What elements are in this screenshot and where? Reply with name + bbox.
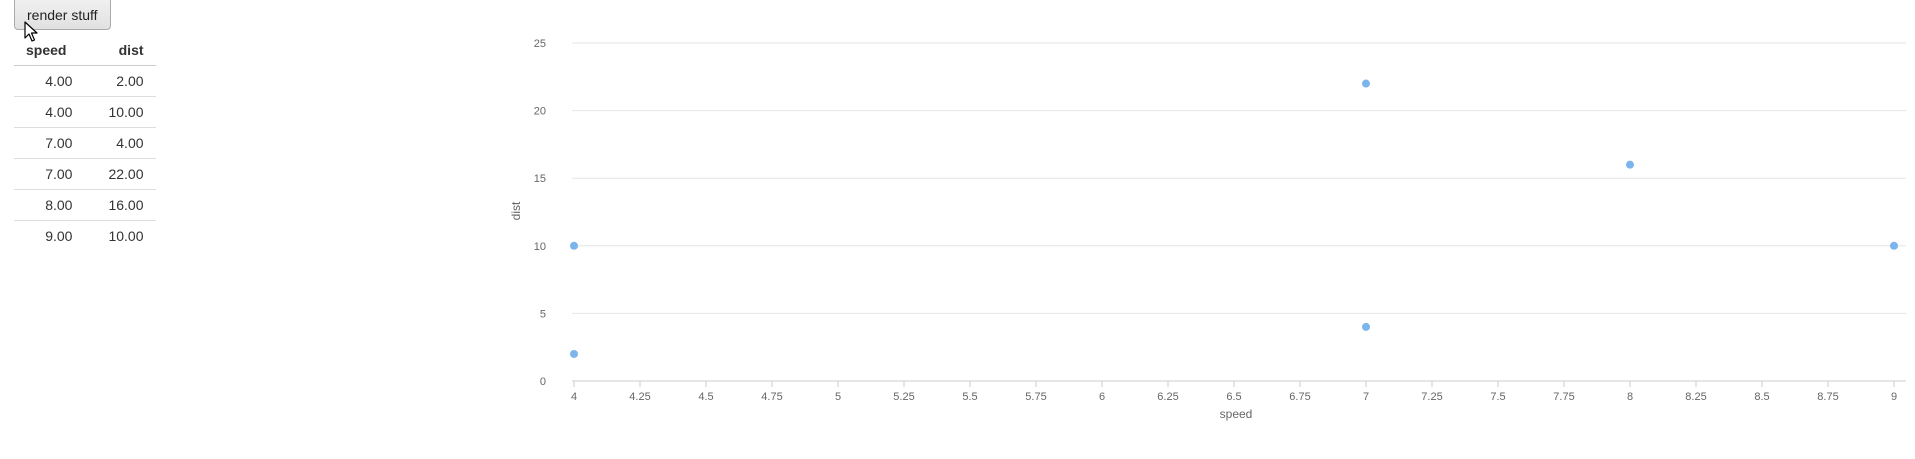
grid-layer [572, 42, 1906, 382]
table-row: 4.00 2.00 [14, 65, 156, 97]
x-tick-label: 9 [1891, 391, 1897, 403]
table-row: 7.00 4.00 [14, 127, 156, 159]
x-tick-label: 7.25 [1421, 391, 1442, 403]
axis-layer: 0 5 10 15 20 25 4 4.25 4.5 4.75 5 5.25 5.5 5.75 6 6.25 6… [534, 38, 1897, 403]
table-cell-speed: 4.00 [14, 65, 85, 97]
data-point [570, 241, 578, 250]
x-tick-label: 8.75 [1817, 391, 1838, 403]
table-cell-dist: 10.00 [84, 96, 156, 128]
y-tick-label: 25 [534, 38, 546, 50]
x-tick-label: 5.75 [1025, 391, 1046, 403]
y-tick-label: 0 [540, 376, 546, 388]
table-row: 9.00 10.00 [14, 221, 156, 252]
data-point [1362, 322, 1370, 331]
table-row: 7.00 22.00 [14, 158, 156, 190]
x-tick-label: 6 [1099, 391, 1105, 403]
x-tick-label: 5.5 [962, 391, 977, 403]
data-table: speed dist 4.00 2.00 4.00 10.00 7.00 4.0… [14, 34, 156, 251]
table-row: 4.00 10.00 [14, 96, 156, 128]
x-tick-label: 8 [1627, 391, 1633, 403]
table-cell-dist: 22.00 [84, 158, 156, 190]
data-point [1362, 79, 1370, 88]
x-axis-title: speed [1220, 407, 1253, 421]
y-tick-label: 20 [534, 106, 546, 118]
x-tick-label: 7.5 [1490, 391, 1505, 403]
x-tick-label: 6.75 [1289, 391, 1310, 403]
x-tick-label: 4.25 [629, 391, 650, 403]
table-cell-speed: 8.00 [14, 189, 85, 221]
y-axis-title: dist [509, 201, 523, 220]
table-cell-dist: 16.00 [84, 189, 156, 221]
table-cell-speed: 7.00 [14, 127, 85, 159]
table-cell-dist: 2.00 [84, 65, 156, 97]
data-point [1890, 241, 1898, 250]
data-point [570, 349, 578, 358]
table-cell-dist: 10.00 [108, 228, 144, 244]
x-tick-label: 4.75 [761, 391, 782, 403]
table-row: 8.00 16.00 [14, 189, 156, 221]
table-cell-speed: 7.00 [14, 158, 85, 190]
x-tick-label: 5.25 [893, 391, 914, 403]
column-header-dist: dist [84, 34, 156, 66]
x-tick-label: 6.5 [1226, 391, 1241, 403]
column-header-speed: speed [14, 34, 85, 66]
data-point [1626, 160, 1634, 169]
x-tick-label: 8.25 [1685, 391, 1706, 403]
x-tick-label: 7 [1363, 391, 1369, 403]
render-stuff-button[interactable]: render stuff [14, 0, 111, 30]
x-tick-label: 8.5 [1754, 391, 1769, 403]
table-cell-dist: 4.00 [84, 127, 156, 159]
x-tick-label: 4 [571, 391, 577, 403]
x-tick-label: 7.75 [1553, 391, 1574, 403]
x-tick-label: 5 [835, 391, 841, 403]
y-tick-label: 10 [534, 241, 546, 253]
y-tick-label: 15 [534, 173, 546, 185]
table-header-row: speed dist [14, 34, 156, 66]
table-cell-speed: 4.00 [14, 96, 85, 128]
x-tick-label: 6.25 [1157, 391, 1178, 403]
y-tick-label: 5 [540, 308, 546, 320]
x-tick-label: 4.5 [698, 391, 713, 403]
table-cell-speed: 9.00 [45, 228, 73, 244]
point-layer [570, 79, 1898, 358]
